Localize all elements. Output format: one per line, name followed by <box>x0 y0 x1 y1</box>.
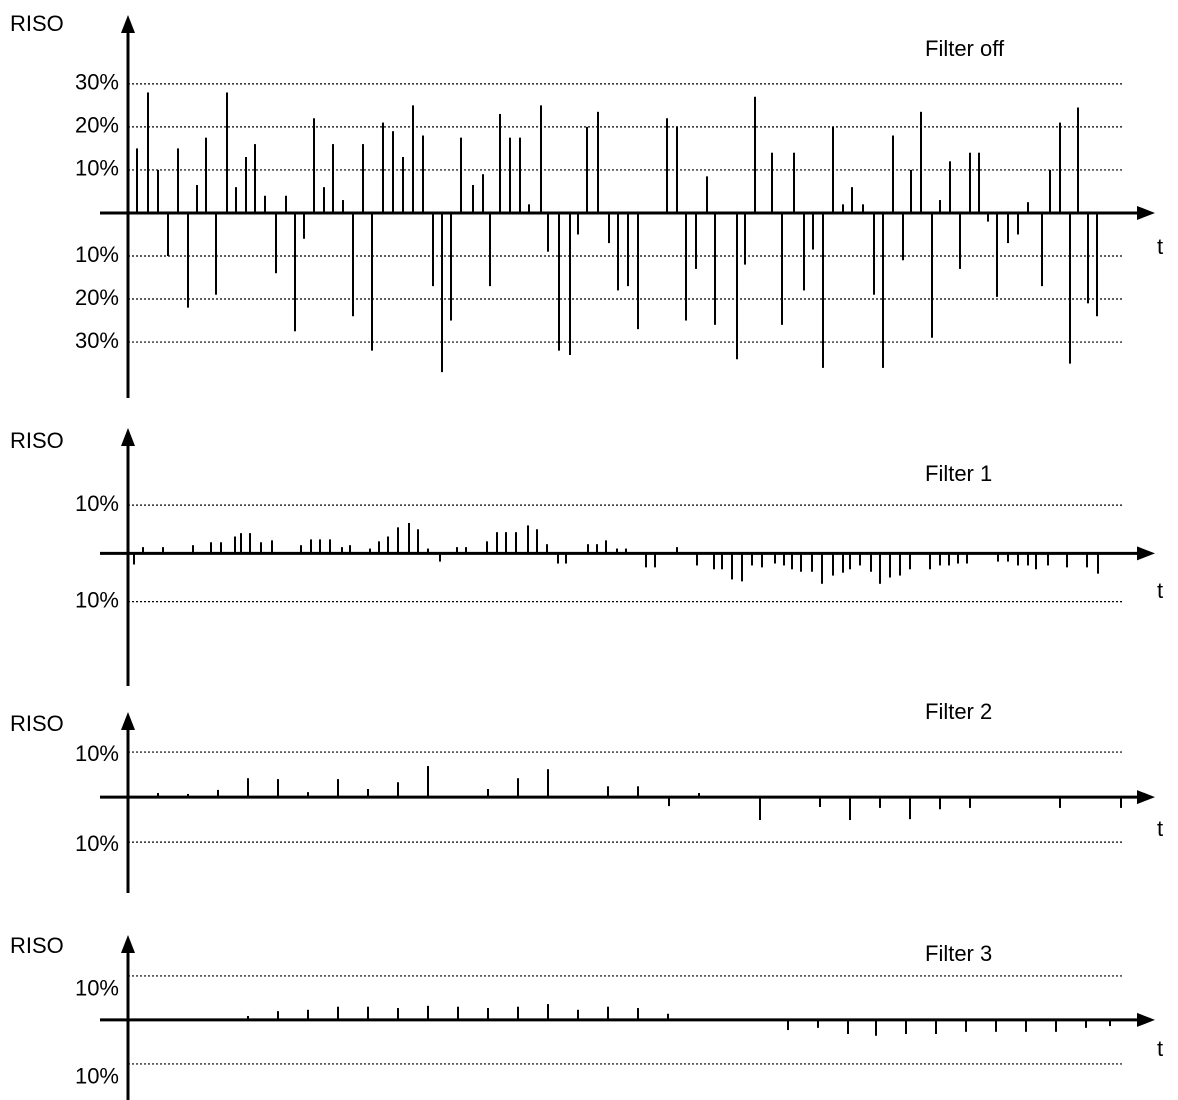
x-axis-label: t <box>1157 234 1163 259</box>
y-tick-label: 30% <box>75 70 119 95</box>
y-tick-label: 30% <box>75 328 119 353</box>
y-axis-arrow <box>121 15 135 33</box>
y-tick-label: 10% <box>75 741 119 766</box>
x-axis-label: t <box>1157 578 1163 603</box>
chart-title: Filter 1 <box>925 461 992 486</box>
x-axis-label: t <box>1157 1036 1163 1061</box>
y-tick-label: 10% <box>75 587 119 612</box>
y-tick-label: 10% <box>75 831 119 856</box>
y-axis-arrow <box>121 712 135 730</box>
chart-title: Filter 2 <box>925 699 992 724</box>
y-tick-label: 20% <box>75 113 119 138</box>
y-axis-label: RISO <box>10 11 64 36</box>
x-axis-label: t <box>1157 816 1163 841</box>
y-axis-label: RISO <box>10 933 64 958</box>
y-tick-label: 10% <box>75 491 119 516</box>
y-axis-arrow <box>121 935 135 953</box>
x-axis-arrow <box>1137 1012 1155 1027</box>
y-tick-label: 10% <box>75 976 119 1001</box>
y-tick-label: 10% <box>75 156 119 181</box>
y-tick-label: 10% <box>75 242 119 267</box>
y-axis-label: RISO <box>10 428 64 453</box>
x-axis-arrow <box>1137 205 1155 220</box>
y-axis-arrow <box>121 428 135 446</box>
chart-title: Filter 3 <box>925 941 992 966</box>
chart-title: Filter off <box>925 36 1005 61</box>
y-tick-label: 10% <box>75 1064 119 1089</box>
x-axis-arrow <box>1137 790 1155 805</box>
y-axis-label: RISO <box>10 711 64 736</box>
y-tick-label: 20% <box>75 285 119 310</box>
x-axis-arrow <box>1137 546 1155 561</box>
